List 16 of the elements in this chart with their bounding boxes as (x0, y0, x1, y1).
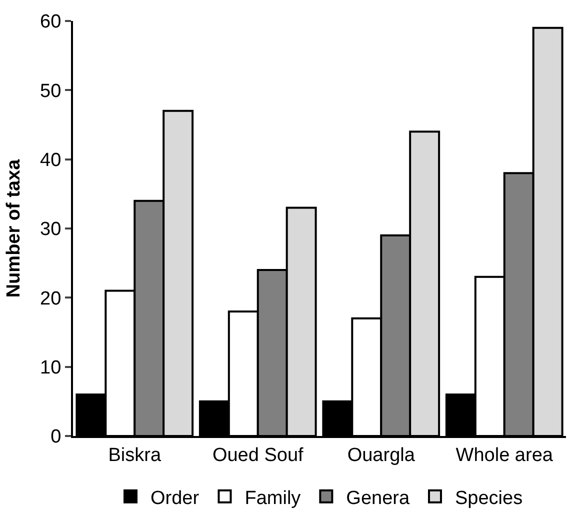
x-tick-label: Ouargla (347, 444, 416, 466)
x-tick-label: Biskra (108, 444, 162, 466)
y-tick-label: 0 (50, 426, 62, 448)
y-tick-label: 30 (40, 219, 62, 240)
y-axis-title: Number of taxa (3, 158, 24, 298)
y-tick-label: 20 (40, 288, 62, 310)
y-tick-label: 60 (40, 12, 62, 33)
legend-label: Order (150, 488, 200, 509)
y-tick-label: 40 (40, 150, 62, 171)
x-tick-label: Whole area (456, 444, 554, 466)
y-tick-label: 50 (40, 80, 62, 102)
legend-label: Genera (346, 488, 410, 509)
legend-label: Species (454, 488, 523, 509)
y-tick-label: 10 (40, 357, 62, 378)
x-tick-label: Oued Souf (212, 444, 304, 466)
legend-label: Family (244, 488, 302, 509)
